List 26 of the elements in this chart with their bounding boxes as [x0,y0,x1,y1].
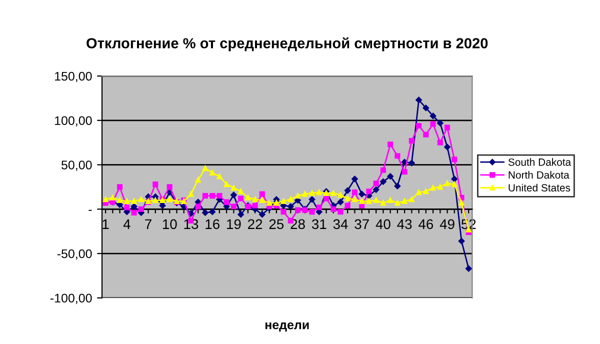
y-tick-label: - [88,210,92,211]
x-tick-label: 7 [145,219,152,229]
y-tick-label: -100,00 [50,294,92,304]
x-tick-label: 4 [123,219,130,229]
x-tick-label: 22 [248,219,262,229]
y-tick-label: 50,00 [62,160,92,171]
x-tick-label: 31 [312,219,326,230]
legend-label: South Dakota [508,158,572,166]
y-tick-label: 150,00 [55,72,92,82]
x-axis-title: недели [265,322,309,332]
x-tick-label: 43 [397,219,412,230]
x-tick-label: 19 [227,219,241,230]
y-tick-label: 100,00 [55,116,92,127]
x-tick-label: 1 [102,219,109,229]
x-tick-label: 16 [206,219,220,230]
x-tick-label: 10 [162,219,177,230]
x-tick-label: 37 [354,219,369,230]
x-tick-label: 25 [269,219,284,230]
x-tick-label: 46 [418,219,434,230]
x-tick-label: 49 [440,219,454,230]
chart-title: Отклогнение % от средненедельной смертности в 2020 [86,37,488,52]
x-tick-label: 40 [376,219,390,230]
legend-label: North Dakota [508,171,570,179]
y-tick-label: -50,00 [57,249,92,260]
legend-label: United States [508,184,570,192]
x-tick-label: 34 [333,219,348,230]
